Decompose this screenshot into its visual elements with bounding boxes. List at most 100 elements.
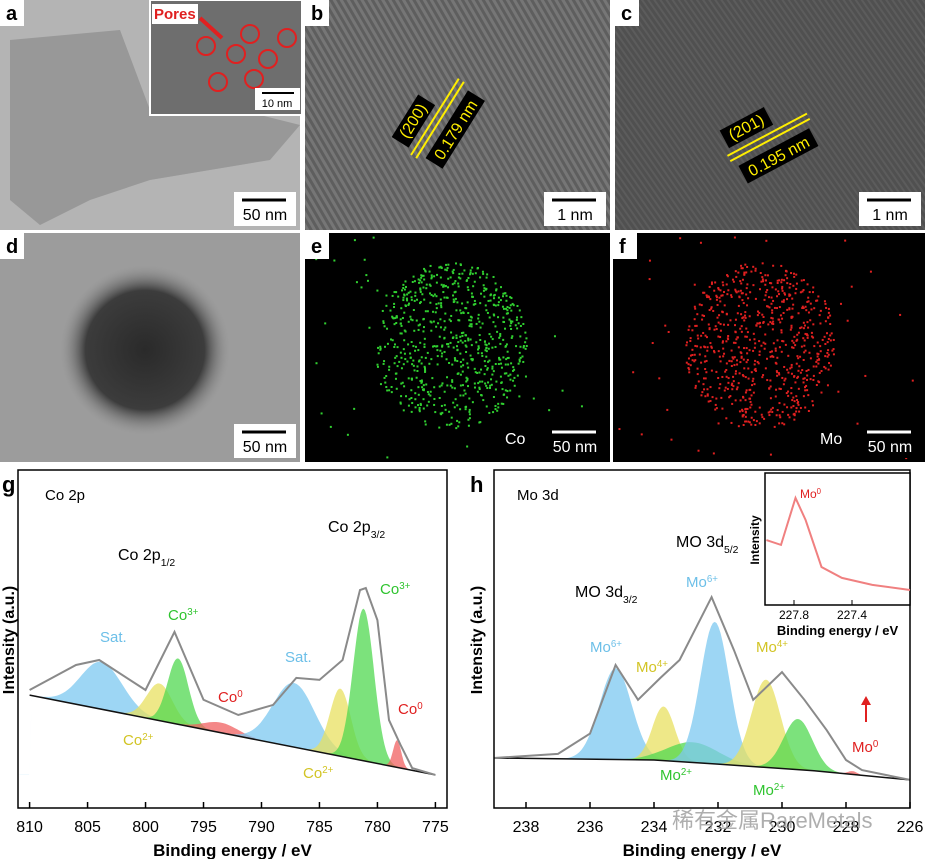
eds-dot bbox=[899, 313, 902, 316]
eds-dot bbox=[479, 326, 482, 329]
eds-dot bbox=[786, 298, 789, 301]
eds-dot bbox=[395, 355, 398, 358]
eds-dot bbox=[802, 327, 805, 330]
eds-dot bbox=[504, 345, 507, 348]
eds-dot bbox=[399, 401, 402, 404]
particle bbox=[60, 265, 230, 435]
eds-dot bbox=[498, 358, 501, 361]
eds-dot bbox=[778, 414, 781, 417]
eds-dot bbox=[407, 291, 410, 294]
eds-dot bbox=[721, 407, 724, 410]
eds-dot bbox=[758, 353, 761, 356]
peak-label-text: Sat. bbox=[100, 629, 127, 646]
eds-dot bbox=[512, 366, 515, 369]
eds-dot bbox=[456, 404, 459, 407]
eds-dot bbox=[492, 411, 495, 414]
eds-dot bbox=[777, 318, 780, 321]
eds-dot bbox=[761, 278, 764, 281]
eds-dot bbox=[777, 372, 780, 375]
pore-marker bbox=[196, 36, 216, 56]
eds-dot bbox=[410, 296, 413, 299]
eds-dot bbox=[409, 315, 412, 318]
eds-dot bbox=[509, 324, 512, 327]
eds-dot bbox=[411, 363, 414, 366]
eds-dot bbox=[441, 411, 444, 414]
eds-dot bbox=[469, 269, 472, 272]
eds-dot bbox=[452, 272, 455, 275]
eds-dot bbox=[411, 401, 414, 404]
eds-dot bbox=[739, 280, 742, 283]
eds-dot bbox=[756, 322, 759, 325]
eds-dot bbox=[742, 423, 745, 426]
eds-dot bbox=[580, 405, 583, 408]
annotation-text: MO 3d bbox=[676, 534, 724, 551]
eds-dot bbox=[403, 385, 406, 388]
eds-dot bbox=[459, 384, 462, 387]
pore-marker bbox=[277, 28, 297, 48]
peak-label: Co2+ bbox=[303, 765, 334, 783]
eds-dot bbox=[468, 410, 471, 413]
eds-dot bbox=[780, 281, 783, 284]
eds-dot bbox=[377, 352, 380, 355]
inset-annotation: Pores bbox=[154, 6, 196, 23]
eds-dot bbox=[750, 423, 753, 426]
eds-dot bbox=[799, 406, 802, 409]
eds-dot bbox=[360, 286, 363, 289]
eds-dot bbox=[422, 286, 425, 289]
eds-dot bbox=[778, 279, 781, 282]
eds-dot bbox=[388, 389, 391, 392]
scale-bar-bg bbox=[859, 192, 921, 226]
eds-dot bbox=[706, 388, 709, 391]
eds-dot bbox=[831, 349, 834, 352]
eds-dot bbox=[722, 355, 725, 358]
eds-dot bbox=[456, 348, 459, 351]
eds-dot bbox=[768, 414, 771, 417]
eds-dot bbox=[725, 417, 728, 420]
eds-dot bbox=[791, 399, 794, 402]
eds-dot bbox=[703, 314, 706, 317]
peak-label-text: Co bbox=[123, 732, 142, 749]
eds-dot bbox=[447, 343, 450, 346]
peak-label-sup: 6+ bbox=[707, 574, 718, 585]
eds-dot bbox=[727, 377, 730, 380]
eds-dot bbox=[783, 423, 786, 426]
eds-dot bbox=[744, 311, 747, 314]
eds-dot bbox=[471, 272, 474, 275]
eds-dot bbox=[499, 334, 502, 337]
eds-dot bbox=[473, 303, 476, 306]
eds-dot bbox=[869, 270, 872, 273]
eds-dot bbox=[491, 367, 494, 370]
eds-dot bbox=[763, 347, 766, 350]
eds-dot bbox=[796, 376, 799, 379]
eds-dot bbox=[513, 384, 516, 387]
eds-dot bbox=[782, 300, 785, 303]
eds-dot bbox=[447, 277, 450, 280]
eds-dot bbox=[454, 359, 457, 362]
eds-dot bbox=[743, 319, 746, 322]
eds-dot bbox=[437, 302, 440, 305]
eds-dot bbox=[395, 322, 398, 325]
eds-dot bbox=[423, 337, 426, 340]
eds-dot bbox=[393, 343, 396, 346]
eds-dot bbox=[501, 388, 504, 391]
eds-dot bbox=[726, 274, 729, 277]
x-tick-label: 227.4 bbox=[837, 608, 867, 622]
peak-label: Co0 bbox=[218, 689, 243, 707]
micrograph bbox=[305, 233, 610, 462]
eds-dot bbox=[807, 296, 810, 299]
eds-dot bbox=[769, 379, 772, 382]
eds-dot bbox=[487, 347, 490, 350]
peak-fit bbox=[740, 719, 856, 775]
eds-dot bbox=[775, 414, 778, 417]
eds-dot bbox=[494, 325, 497, 328]
eds-dot bbox=[746, 283, 749, 286]
eds-dot bbox=[696, 345, 699, 348]
eds-dot bbox=[806, 374, 809, 377]
eds-dot bbox=[793, 375, 796, 378]
eds-dot bbox=[481, 270, 484, 273]
eds-dot bbox=[694, 324, 697, 327]
eds-dot bbox=[781, 410, 784, 413]
eds-dot bbox=[829, 322, 832, 325]
eds-dot bbox=[498, 336, 501, 339]
x-tick-label: 800 bbox=[132, 819, 159, 836]
